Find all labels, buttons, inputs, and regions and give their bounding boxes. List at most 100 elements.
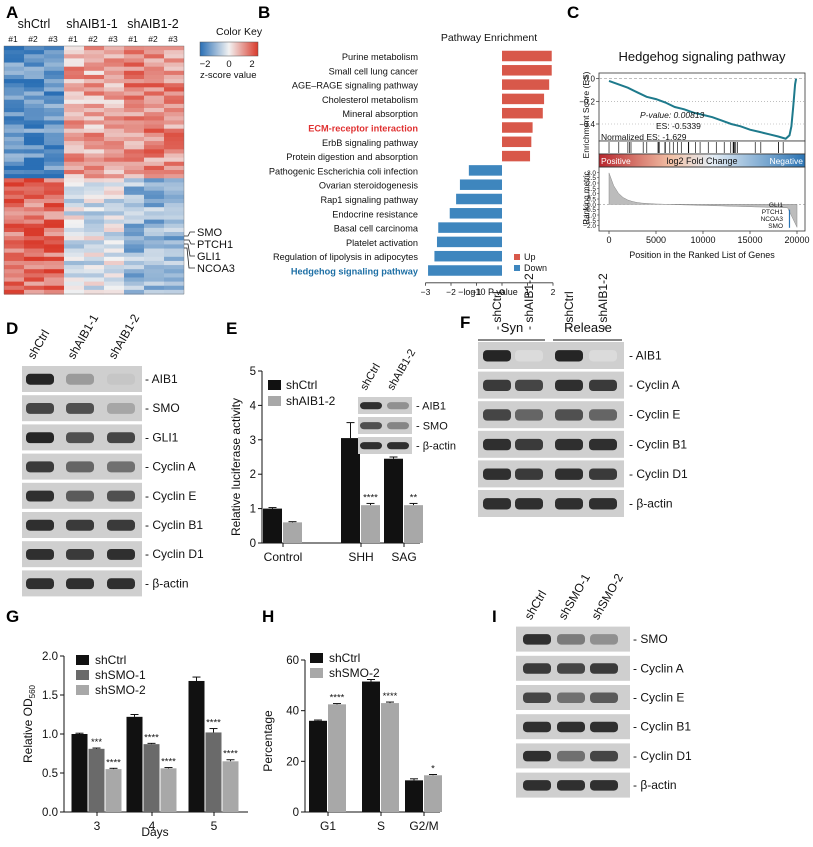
heatmap-cell <box>24 112 44 117</box>
heatmap-cell <box>124 141 144 146</box>
gsea-x-axis: 0 5000 10000 15000 20000 <box>606 231 810 245</box>
heatmap-cell <box>4 227 24 233</box>
heatmap-cell <box>24 128 44 134</box>
heatmap-cell <box>164 215 184 221</box>
x-tick-label: 1 <box>525 287 530 297</box>
heatmap-cell <box>84 149 104 155</box>
pathway-label-rap1-signaling-pathway: Rap1 signaling pathway <box>320 195 418 205</box>
heatmap-cell <box>64 186 84 192</box>
panel-f-western-blot: Syn Release - shCtrl - shAIB1-2 - shCtrl - … <box>478 273 688 517</box>
heatmap-cell <box>24 91 44 97</box>
heatmap-cell <box>64 269 84 274</box>
heatmap-cell <box>164 252 184 258</box>
heatmap-cell <box>124 108 144 113</box>
heatmap-cell <box>84 256 104 262</box>
protein-label-actin: - β-actin <box>629 497 673 511</box>
lane-label-shaib1-2: - shAIB1-2 <box>522 273 536 330</box>
ranking-y-axis-label: Ranking metric <box>582 171 591 224</box>
heatmap-cell <box>44 149 64 155</box>
heatmap-cell <box>4 219 24 225</box>
heatmap-cell <box>124 70 144 76</box>
pathway-bar-ecm-receptor-interaction <box>502 122 533 133</box>
es-plot-frame <box>598 72 806 142</box>
heatmap-cell <box>44 227 64 233</box>
ranking-gene-label: NCOA3 <box>761 216 784 223</box>
heatmap-cell <box>104 186 124 192</box>
heatmap-cell <box>164 103 184 109</box>
y-tick-label: 0 <box>293 807 299 819</box>
gradient-label-positive: Positive <box>601 156 631 166</box>
heatmap-cell <box>104 108 124 113</box>
heatmap-cell <box>24 174 44 179</box>
heatmap-cell <box>164 194 184 200</box>
heatmap-cell <box>4 256 24 262</box>
heatmap-cell <box>84 58 104 64</box>
y-tick-label: −1.5 <box>583 218 596 225</box>
blot-band <box>515 350 543 362</box>
heatmap-cell <box>64 50 84 55</box>
heatmap-cell <box>64 83 84 88</box>
heatmap-cell <box>4 149 24 155</box>
heatmap-cell <box>64 62 84 68</box>
heatmap-cell <box>24 244 44 250</box>
y-tick-label: 1 <box>250 504 256 516</box>
x-axis-label: Position in the Ranked List of Genes <box>629 250 775 260</box>
heatmap-cell <box>104 157 124 163</box>
pathway-bar-platelet-activation <box>436 236 502 248</box>
heatmap-cell <box>24 145 44 150</box>
bar-shctrl-4 <box>126 716 143 812</box>
heatmap-cell <box>164 182 184 188</box>
heatmap-cell <box>144 141 164 146</box>
heatmap-cell <box>24 161 44 167</box>
heatmap-cell <box>144 285 164 291</box>
heatmap-cell <box>144 252 164 258</box>
heatmap-cell <box>44 58 64 64</box>
legend-label-shctrl: shCtrl <box>95 653 126 667</box>
heatmap-cell <box>144 91 164 97</box>
protein-label-gli1: - GLI1 <box>145 430 179 444</box>
heatmap-cell <box>144 265 164 270</box>
blot-band <box>66 461 94 473</box>
heatmap-cell <box>44 178 64 183</box>
blot-band <box>107 549 135 560</box>
heatmap-cell <box>84 174 104 179</box>
blot-band <box>26 519 54 531</box>
heatmap-cell <box>44 70 64 76</box>
lane-label-shaib1-2: shAIB1-2 <box>105 311 142 361</box>
blot-band <box>387 442 409 450</box>
heatmap-cell <box>44 91 64 97</box>
heatmap-cells <box>3 45 185 295</box>
heatmap-cell <box>84 165 104 171</box>
heatmap-cell <box>44 50 64 55</box>
heatmap-cell <box>24 79 44 84</box>
y-tick-label: 0 <box>250 538 256 550</box>
heatmap-cell <box>104 91 124 97</box>
heatmap-cell <box>84 112 104 117</box>
heatmap-cell <box>84 70 104 76</box>
lane-label-shaib1-2: shAIB1-2 <box>385 347 418 392</box>
heatmap-cell <box>104 66 124 72</box>
x-axis-label: Days <box>141 825 168 839</box>
heatmap-cell <box>104 198 124 204</box>
heatmap-cell <box>164 74 184 80</box>
pathway-label-ecm-receptor-interaction: ECM-receptor interaction <box>308 124 418 134</box>
heatmap-cell <box>44 203 64 208</box>
heatmap-cell <box>144 248 164 254</box>
lane-label-shaib1-2: - shAIB1-2 <box>596 273 610 330</box>
bar-shaib1-2-sag <box>404 505 423 543</box>
heatmap-cell <box>124 95 144 101</box>
ranking-gene-label: GLI1 <box>769 202 783 209</box>
heatmap-cell <box>104 58 124 64</box>
heatmap-cell <box>144 128 164 134</box>
y-axis-label: Enrichment Score (ES) <box>581 71 591 158</box>
heatmap-cell <box>144 186 164 192</box>
heatmap-cell <box>84 260 104 266</box>
heatmap-cell <box>24 178 44 183</box>
legend-swatch-shsmo-2 <box>310 668 323 678</box>
heatmap-cell <box>104 112 124 117</box>
blot-band <box>557 780 585 791</box>
heatmap-cell <box>104 128 124 134</box>
heatmap-cell <box>104 178 124 183</box>
protein-label-aib1: - AIB1 <box>145 372 178 386</box>
heatmap-cell <box>144 99 164 105</box>
